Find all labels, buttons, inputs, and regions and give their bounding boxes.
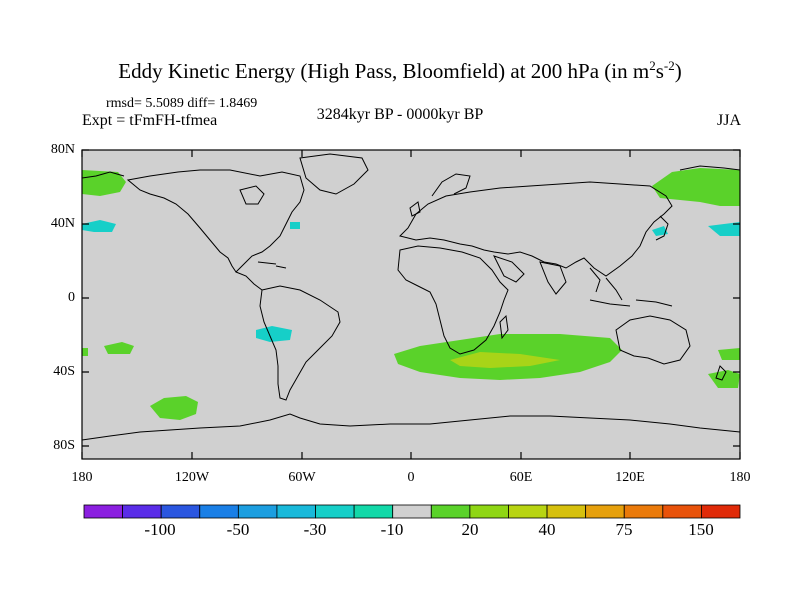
- chart-title: Eddy Kinetic Energy (High Pass, Bloomfie…: [118, 58, 682, 83]
- stats-label: rmsd= 5.5089 diff= 1.8469: [106, 96, 258, 111]
- colorbar-swatch: [199, 504, 239, 519]
- colorbar-swatch: [430, 504, 471, 519]
- lon-label-180e: 180: [729, 470, 751, 485]
- colorbar-swatch: [508, 504, 548, 519]
- patch-japan-neg: [652, 226, 668, 236]
- colorbar-label: -10: [380, 520, 404, 539]
- patch-new-zealand-south: [708, 370, 740, 388]
- colorbar-swatch: [392, 504, 432, 519]
- lat-label-eq: 0: [68, 290, 75, 305]
- world-map-coastlines: [81, 153, 741, 441]
- colorbar-label: 75: [615, 520, 633, 539]
- colorbar-label: 150: [688, 520, 714, 539]
- lon-label-60e: 60E: [509, 470, 533, 485]
- patch-east-pacific-neg: [708, 222, 740, 236]
- patch-pacific-sw: [104, 342, 134, 354]
- patch-east-australia: [718, 348, 740, 360]
- colorbar: [83, 504, 741, 519]
- lon-label-120w: 120W: [174, 470, 210, 485]
- colorbar-swatch: [122, 504, 162, 519]
- colorbar-label: -50: [226, 520, 250, 539]
- lon-label-180w: 180: [71, 470, 93, 485]
- colorbar-swatch: [315, 504, 355, 519]
- colorbar-swatch: [83, 504, 123, 519]
- period-label: 3284kyr BP - 0000kyr BP: [316, 106, 484, 123]
- anomaly-patches: [82, 168, 740, 420]
- patch-south-indian-core: [450, 352, 560, 368]
- colorbar-label: 20: [461, 520, 479, 539]
- colorbar-label: -30: [303, 520, 327, 539]
- patch-south-pacific-neg: [256, 326, 292, 342]
- colorbar-swatch: [237, 504, 278, 519]
- colorbar-label: -100: [144, 520, 176, 539]
- season-label: JJA: [716, 112, 741, 129]
- patch-ross-sea: [82, 348, 88, 356]
- colorbar-swatch: [276, 504, 316, 519]
- colorbar-label: 40: [538, 520, 556, 539]
- lat-label-40s: 40S: [53, 364, 75, 379]
- lon-label-120e: 120E: [615, 470, 645, 485]
- lat-label-80s: 80S: [53, 438, 75, 453]
- map-frame: [81, 149, 741, 460]
- patch-us-east-neg: [290, 222, 300, 229]
- colorbar-swatch: [546, 504, 587, 519]
- lon-label-0: 0: [407, 470, 415, 485]
- colorbar-swatch: [662, 504, 702, 519]
- experiment-label: Expt = tFmFH-tfmea: [82, 112, 218, 129]
- colorbar-swatch: [623, 504, 664, 519]
- colorbar-swatch: [160, 504, 201, 519]
- lon-label-60w: 60W: [288, 470, 316, 485]
- colorbar-swatch: [701, 504, 741, 519]
- lat-label-40n: 40N: [50, 216, 75, 231]
- colorbar-swatch: [585, 504, 625, 519]
- colorbar-swatch: [353, 504, 394, 519]
- lat-label-80n: 80N: [50, 142, 75, 157]
- patch-nw-pacific-neg: [82, 220, 116, 232]
- patch-south-pacific-east: [150, 396, 198, 420]
- patch-north-pacific: [652, 168, 740, 206]
- colorbar-swatch: [469, 504, 509, 519]
